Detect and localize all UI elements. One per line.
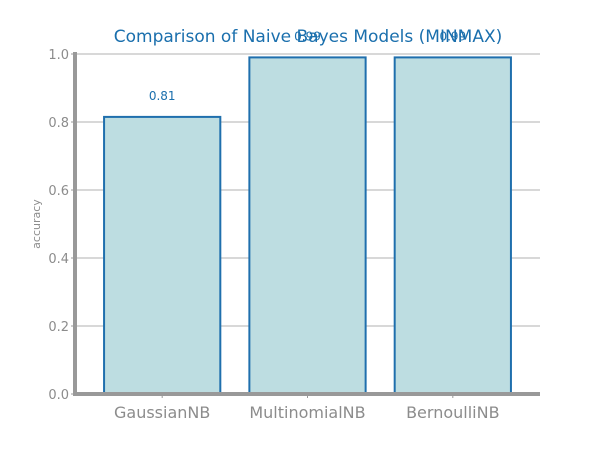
y-tick-label: 0.6 [48,184,69,199]
data-label: 0.81 [149,89,176,103]
y-axis-ticks: 0.0 0.2 0.4 0.6 0.8 1.0 [48,48,75,403]
bar-multinomialnb [248,56,367,396]
y-axis-label: accuracy [30,199,43,249]
y-tick-label: 1.0 [48,48,69,63]
y-tick-label: 0.8 [48,116,69,131]
x-tick-label: MultinomialNB [249,403,365,422]
x-axis-ticks: GaussianNB MultinomialNB BernoulliNB [114,394,500,422]
axes [73,52,540,396]
x-tick-label: GaussianNB [114,403,210,422]
x-tick-label: BernoulliNB [406,403,499,422]
data-label: 0.99 [294,29,321,43]
chart-title: Comparison of Naive Bayes Models (MINMAX… [114,27,503,47]
data-label: 0.99 [439,29,466,43]
bar-gaussiannb [103,115,222,396]
bar-bernoullinb [393,56,512,396]
y-tick-label: 0.0 [48,388,69,403]
y-tick-label: 0.2 [48,320,69,335]
bars [103,56,512,396]
y-tick-label: 0.4 [48,252,69,267]
data-labels: 0.81 0.99 0.99 [149,29,466,103]
